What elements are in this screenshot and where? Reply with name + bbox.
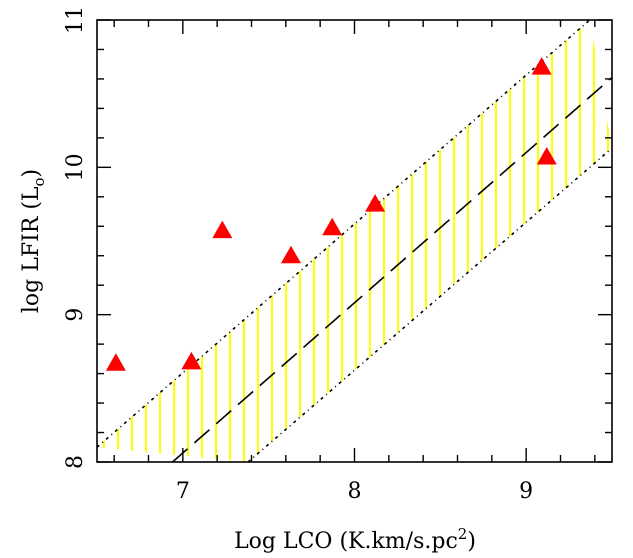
y-label-end: ) (19, 169, 44, 178)
data-point (536, 147, 557, 165)
data-point (181, 351, 202, 370)
y-tick-label: 11 (63, 6, 88, 34)
y-tick-label: 10 (63, 153, 88, 181)
data-point (280, 245, 301, 264)
x-tick-label: 7 (176, 479, 190, 504)
y-axis-label: log LFIR (Lo) (19, 169, 48, 313)
x-axis-label: Log LCO (K.km/s.pc2) (234, 525, 476, 554)
y-tick-label: 9 (63, 308, 88, 322)
x-label-text: Log LCO (K.km/s.pc (234, 529, 458, 554)
y-tick-label: 8 (63, 455, 88, 469)
x-label-sup: 2 (458, 525, 468, 543)
data-point (531, 57, 552, 75)
fit-line (172, 76, 612, 462)
data-point (365, 194, 386, 212)
data-point (105, 353, 126, 371)
data-point (322, 217, 343, 236)
x-label-end: ) (467, 529, 476, 554)
y-label-text: log LFIR (L (19, 186, 44, 313)
band-lower-edge (247, 147, 612, 462)
y-label-sub: o (30, 177, 48, 186)
data-point (212, 220, 233, 239)
hatched-band (97, 20, 612, 462)
band-group (97, 20, 612, 462)
band-upper-edge (97, 20, 591, 448)
x-tick-label: 9 (519, 479, 533, 504)
x-tick-label: 8 (348, 479, 362, 504)
